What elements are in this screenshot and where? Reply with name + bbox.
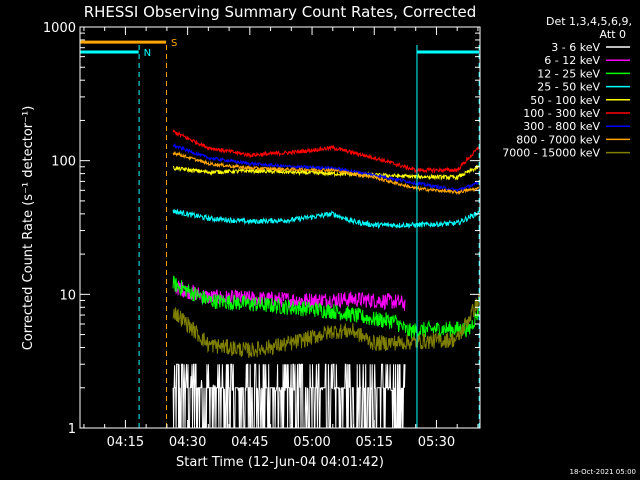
legend-label: 50 - 100 keV xyxy=(530,94,600,107)
y-tick-label: 100 xyxy=(51,155,76,170)
plot-frame xyxy=(79,26,481,429)
legend-label: 800 - 7000 keV xyxy=(516,133,600,146)
x-tick-label: 04:30 xyxy=(169,435,206,450)
legend-label: 300 - 800 keV xyxy=(523,120,600,133)
legend-label: 6 - 12 keV xyxy=(544,54,600,67)
legend-header-line-2: Att 0 xyxy=(600,28,626,41)
y-tick-label: 10 xyxy=(59,288,76,303)
y-tick-label: 1000 xyxy=(43,21,76,36)
series-line-800-7000keV xyxy=(172,150,480,196)
x-tick-label: 05:15 xyxy=(356,435,393,450)
y-axis-label: Corrected Count Rate (s⁻¹ detector⁻¹) xyxy=(21,106,36,351)
legend-label: 7000 - 15000 keV xyxy=(502,147,600,160)
legend-header-line-1: Det 1,3,4,5,6,9, xyxy=(546,15,632,28)
legend-label: 100 - 300 keV xyxy=(523,107,600,120)
annotation-label-N: N xyxy=(144,48,151,59)
series-line-12-25keV xyxy=(172,275,480,339)
y-axis: 1 10 100 1000 xyxy=(43,21,480,437)
legend-label: 12 - 25 keV xyxy=(537,67,600,80)
y-tick-label: 1 xyxy=(68,422,76,437)
x-tick-label: 05:30 xyxy=(418,435,455,450)
series-line-6-12keV xyxy=(172,279,406,311)
annotation-label-S: S xyxy=(171,38,177,49)
chart-title: RHESSI Observing Summary Count Rates, Co… xyxy=(84,3,477,21)
x-tick-label: 05:00 xyxy=(293,435,330,450)
series-line-7000-15000keV xyxy=(172,293,480,358)
plot-area xyxy=(172,128,480,428)
legend-label: 25 - 50 keV xyxy=(537,81,600,94)
x-axis-label: Start Time (12-Jun-04 04:01:42) xyxy=(176,455,384,470)
x-axis: 04:15 04:30 04:45 05:00 05:15 05:30 xyxy=(83,27,479,450)
annotation-layer: NS xyxy=(80,38,480,428)
series-line-300-800keV xyxy=(172,142,480,194)
series-line-100-300keV xyxy=(172,128,480,174)
series-line-25-50keV xyxy=(172,208,480,230)
legend-label: 3 - 6 keV xyxy=(551,41,600,54)
x-tick-label: 04:45 xyxy=(231,435,268,450)
series-line-3-6keV xyxy=(172,363,406,428)
x-tick-label: 04:15 xyxy=(107,435,144,450)
date-stamp: 18-Oct-2021 05:00 xyxy=(570,468,636,476)
series-line-50-100keV xyxy=(172,164,480,181)
